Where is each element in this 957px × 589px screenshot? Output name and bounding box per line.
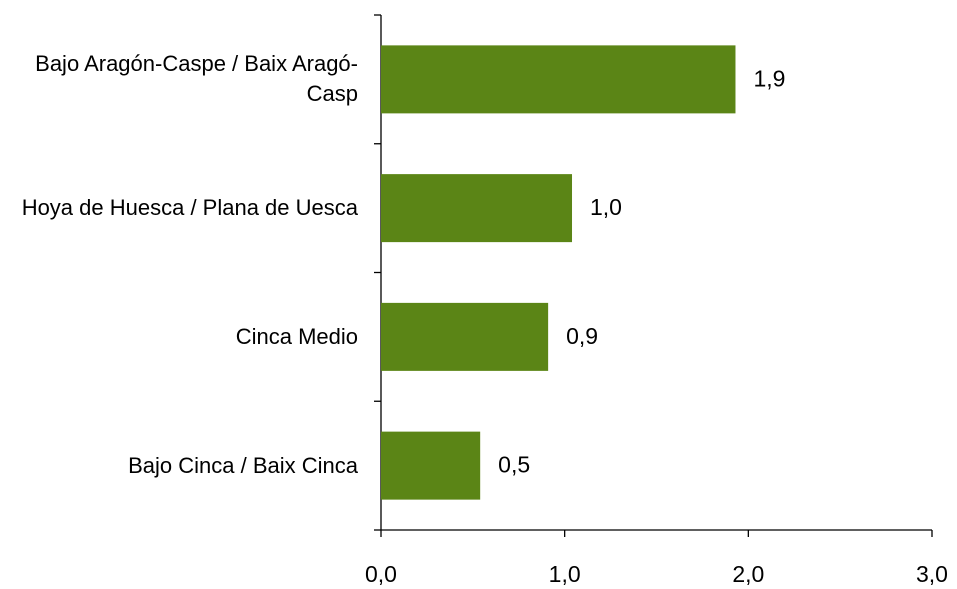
x-tick-label: 2,0 [732,561,764,587]
y-tick-label: Bajo Aragón-Caspe / Baix Aragó-Casp [35,51,358,107]
data-label: 0,9 [566,323,598,349]
bar [381,431,481,500]
bar [381,45,736,114]
data-label: 1,0 [590,194,622,220]
bar [381,174,573,243]
bar [381,302,549,371]
y-tick-label: Bajo Cinca / Baix Cinca [128,452,358,478]
x-tick-label: 1,0 [549,561,581,587]
x-tick-label: 0,0 [365,561,397,587]
data-label: 1,9 [753,65,785,91]
data-label: 0,5 [498,452,530,478]
x-tick-label: 3,0 [916,561,948,587]
y-tick-label: Hoya de Huesca / Plana de Uesca [21,195,358,221]
y-tick-label: Cinca Medio [235,323,358,349]
